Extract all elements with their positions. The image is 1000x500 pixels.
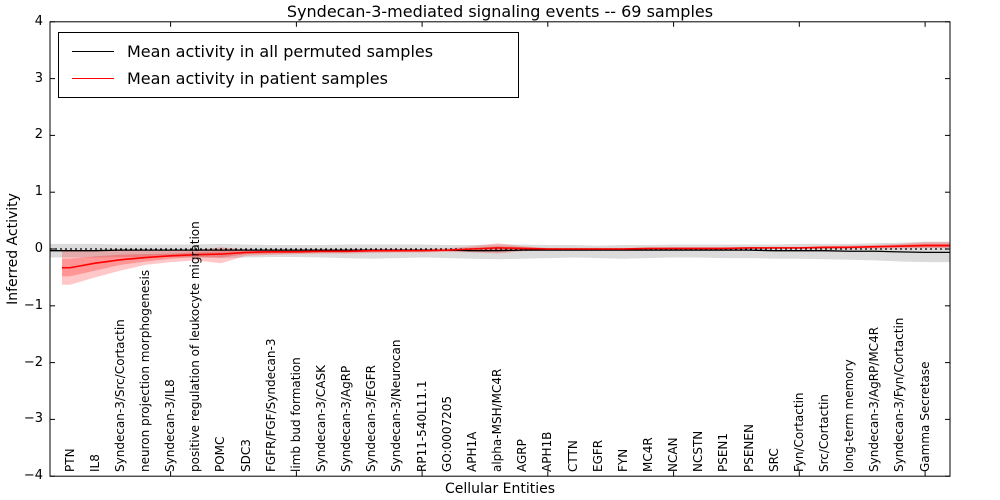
x-tick-label: APH1A (464, 431, 479, 472)
permuted-band (50, 241, 950, 263)
legend-entry: Mean activity in patient samples (59, 69, 518, 88)
x-tick-label: PSENEN (741, 424, 756, 472)
chart-title: Syndecan-3-mediated signaling events -- … (286, 2, 714, 21)
legend-entry: Mean activity in all permuted samples (59, 42, 518, 61)
x-tick-label: Syndecan-3/Src/Cortactin (112, 319, 127, 472)
x-tick-label: Syndecan-3/IL8 (163, 379, 178, 472)
x-tick-label: positive regulation of leukocyte migrati… (188, 221, 203, 472)
x-tick-label: POMC (213, 436, 228, 472)
x-tick-label: PTN (62, 448, 77, 472)
x-tick-label: AGRP (515, 439, 530, 472)
x-tick-label: APH1B (540, 431, 555, 472)
x-tick-label: MC4R (640, 437, 655, 472)
legend-label: Mean activity in all permuted samples (127, 41, 434, 61)
x-tick-label: FYN (615, 448, 630, 472)
x-tick-label: NCSTN (691, 430, 706, 472)
x-tick-label: Syndecan-3/Neurocan (389, 339, 404, 472)
y-tick-label: −4 (23, 468, 43, 484)
x-tick-label: neuron projection morphogenesis (137, 269, 152, 472)
legend-line-sample (72, 78, 114, 80)
x-tick-label: Gamma Secretase (917, 361, 932, 472)
x-tick-label: CTTN (565, 440, 580, 472)
y-tick-label: 2 (34, 127, 43, 143)
x-tick-label: SDC3 (238, 439, 253, 472)
x-tick-label: NCAN (666, 437, 681, 472)
x-tick-label: Src/Cortactin (817, 394, 831, 472)
x-tick-label: limb bud formation (288, 357, 303, 472)
permuted-mean-line (50, 249, 950, 254)
legend-box: Mean activity in all permuted samples Mea… (58, 32, 519, 98)
x-tick-label: PSEN1 (716, 432, 731, 472)
legend-line-sample (72, 50, 114, 52)
y-tick-label: 3 (34, 70, 43, 86)
x-tick-label: RP11-540L11.1 (414, 380, 429, 472)
x-tick-label: alpha-MSH/MC4R (490, 368, 505, 472)
x-tick-label: Fyn/Cortactin (791, 392, 806, 472)
x-tick-label: Syndecan-3/Fyn/Cortactin (892, 317, 907, 472)
y-tick-label: −2 (23, 354, 43, 370)
x-tick-label: IL8 (87, 454, 102, 472)
x-tick-label: SRC (766, 448, 781, 472)
y-tick-label: 4 (34, 13, 43, 29)
x-tick-label: Syndecan-3/CASK (314, 365, 328, 472)
x-axis-label: Cellular Entities (444, 481, 556, 497)
patient-band-outer (62, 242, 950, 285)
patient-mean-line (62, 244, 950, 269)
x-tick-label: Syndecan-3/AgRP/MC4R (867, 326, 882, 472)
x-tick-label: EGFR (590, 439, 605, 472)
y-tick-label: −3 (23, 411, 43, 427)
y-tick-label: 1 (34, 184, 43, 200)
x-tick-label: Syndecan-3/EGFR (364, 364, 379, 472)
y-tick-label: −1 (23, 297, 43, 313)
x-tick-label: GO:0007205 (439, 395, 454, 472)
y-tick-label: 0 (34, 241, 43, 256)
x-tick-label: Syndecan-3/AgRP (339, 365, 354, 472)
x-tick-label: FGFR/FGF/Syndecan-3 (263, 338, 278, 472)
tick-marks (50, 21, 950, 477)
x-tick-label: long-term memory (842, 359, 857, 472)
legend-label: Mean activity in patient samples (127, 69, 388, 89)
